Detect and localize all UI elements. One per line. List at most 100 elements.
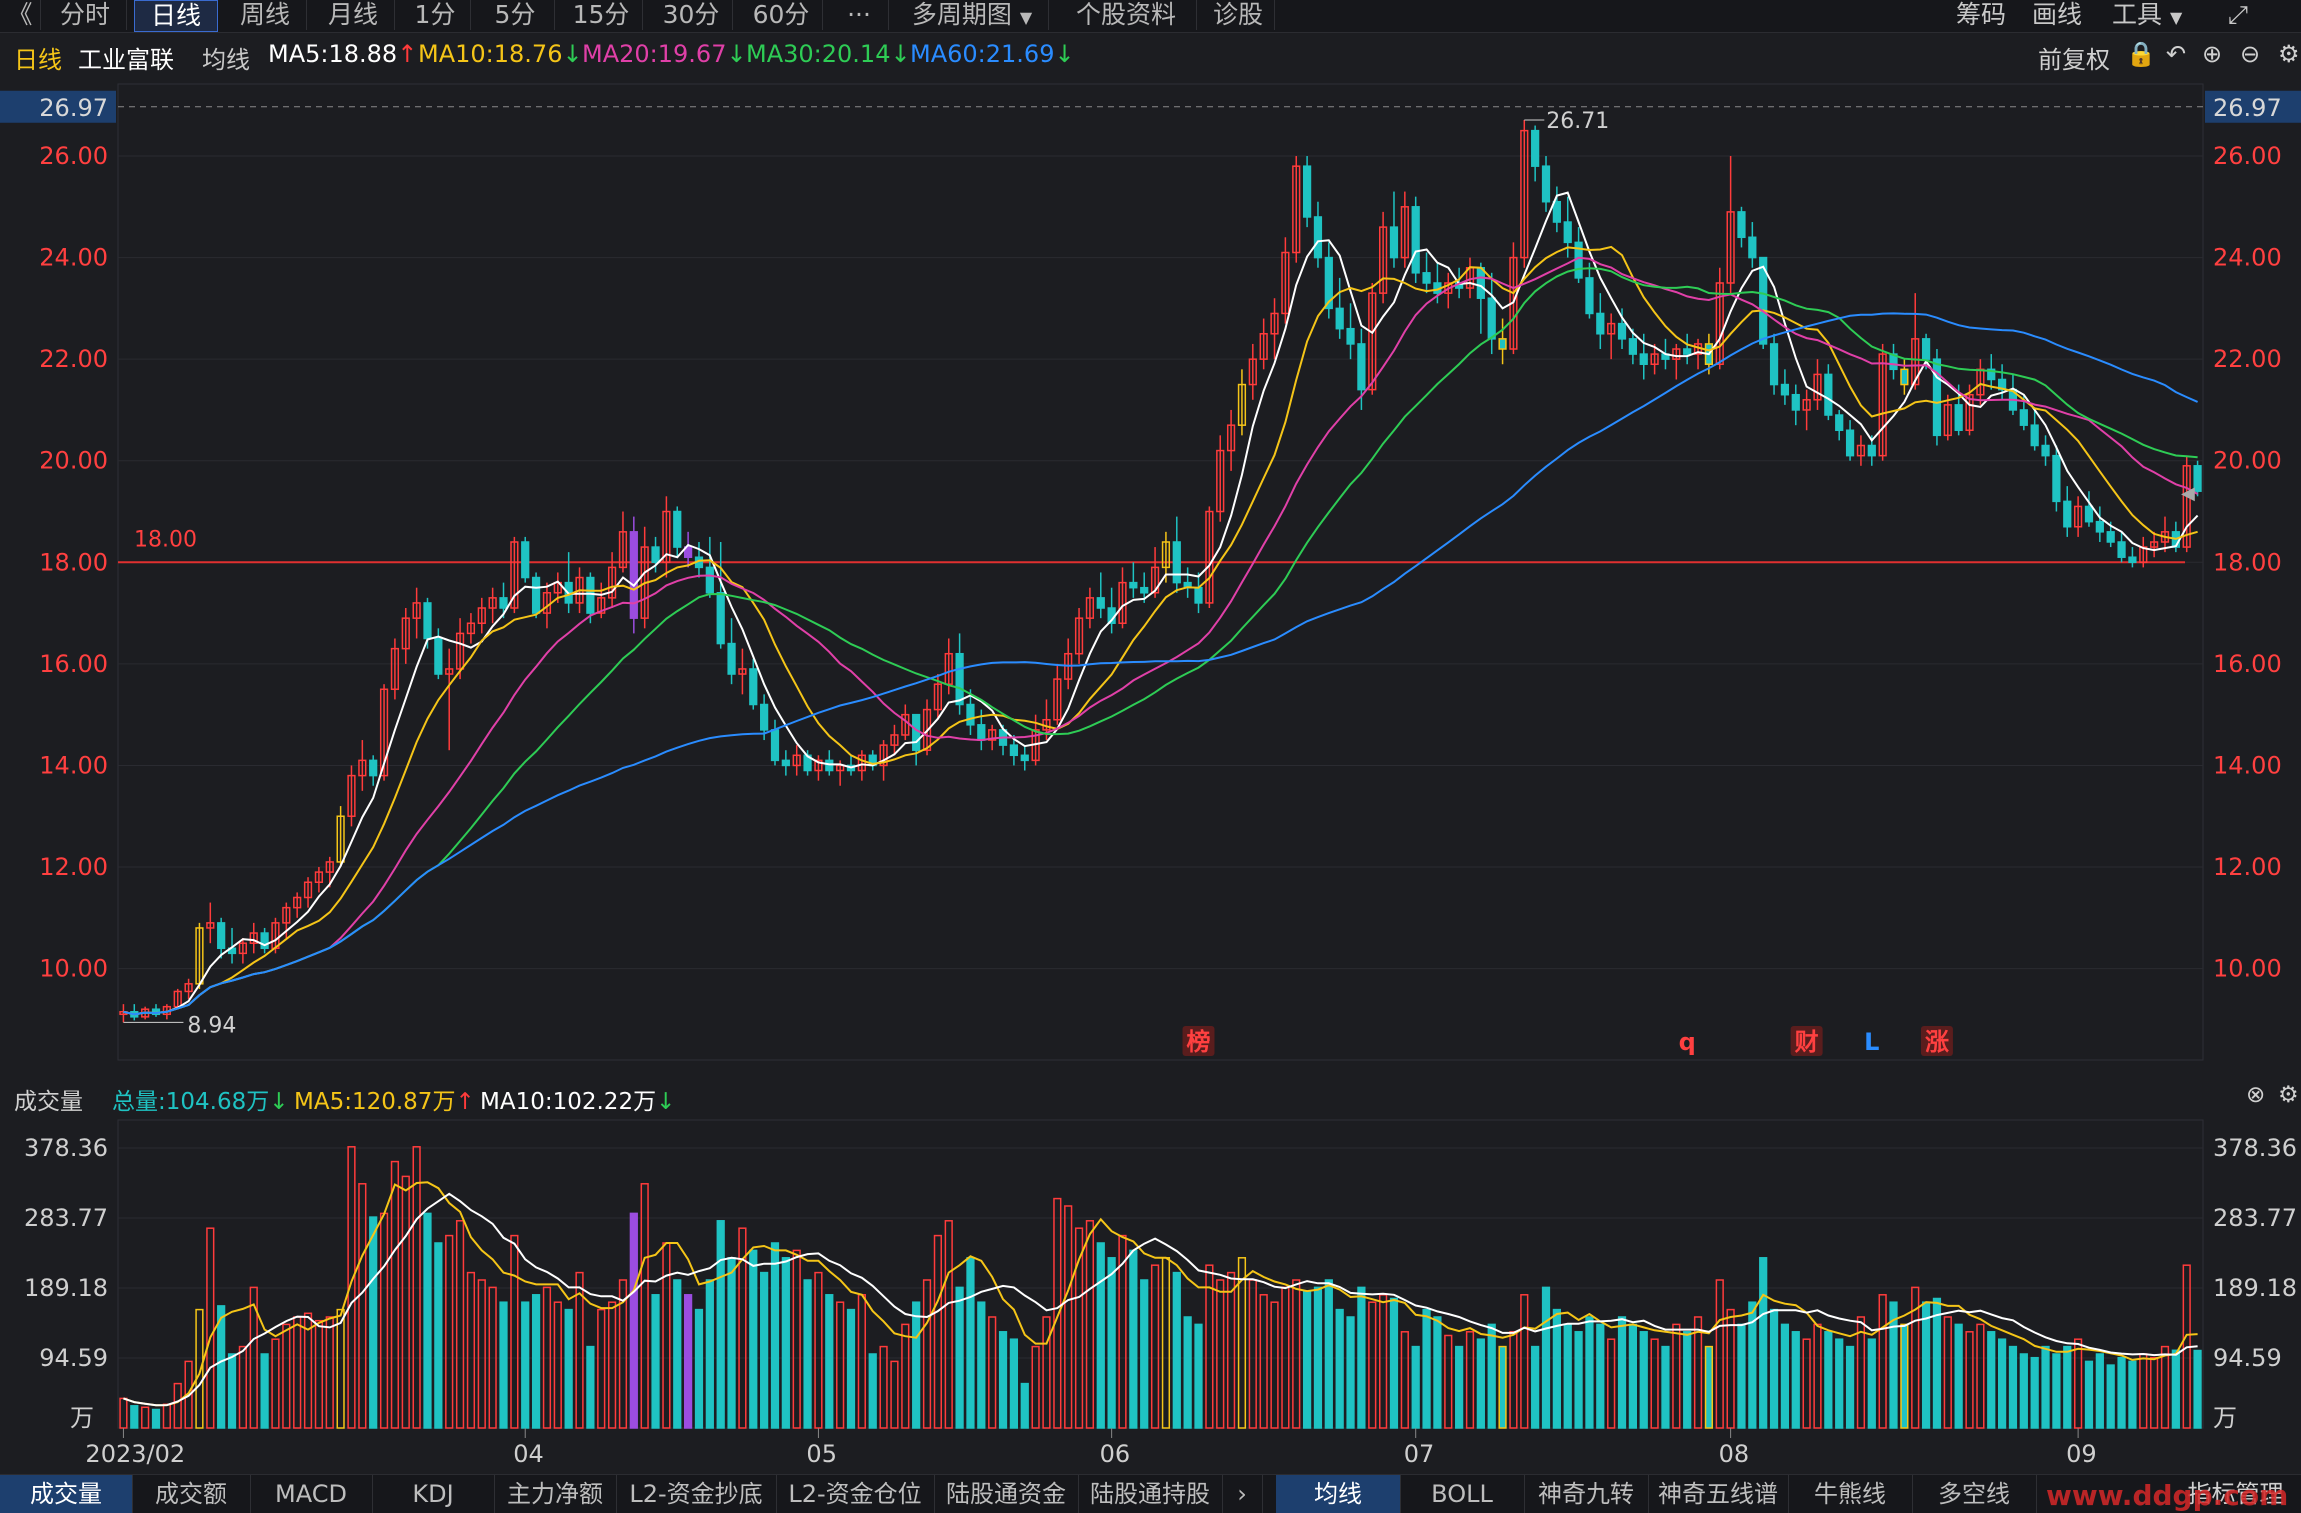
fullscreen-icon[interactable]: ⤢ — [2228, 0, 2249, 29]
gear-icon[interactable]: ⚙ — [2278, 40, 2300, 68]
volume-bar — [1769, 1308, 1779, 1429]
tab-main-net[interactable]: 主力净额 — [494, 1475, 617, 1513]
zoom-in-icon[interactable]: ⊕ — [2202, 40, 2223, 68]
candle-body — [1856, 444, 1866, 457]
tab-hk-flow[interactable]: 陆股通资金 — [934, 1475, 1079, 1513]
candle-body — [1085, 597, 1095, 619]
adjust-mode-button[interactable]: 前复权 — [2038, 46, 2110, 74]
chips-button[interactable]: 筹码 — [1956, 0, 2007, 29]
candle-body — [336, 815, 345, 863]
volume-bar — [1009, 1338, 1019, 1429]
tab-macd[interactable]: MACD — [250, 1475, 373, 1513]
tab-kdj[interactable]: KDJ — [372, 1475, 495, 1513]
volume-bar — [162, 1403, 171, 1429]
tab-ma[interactable]: 均线 — [1276, 1475, 1401, 1513]
volume-bar — [836, 1301, 845, 1429]
volume-bar — [1900, 1323, 1909, 1429]
volume-bar — [1748, 1301, 1757, 1429]
undo-icon[interactable]: ↶ — [2166, 40, 2187, 68]
lock-icon[interactable]: 🔒 — [2126, 40, 2156, 68]
candle-body — [184, 983, 193, 993]
tools-button[interactable]: 工具 ▼ — [2112, 0, 2182, 30]
candle-body — [1867, 444, 1876, 457]
tab-1min[interactable]: 1分 — [400, 0, 471, 30]
volume-bar — [977, 1301, 986, 1429]
volume-bar — [1389, 1297, 1399, 1429]
tab-5min[interactable]: 5分 — [476, 0, 555, 30]
tab-hk-hold[interactable]: 陆股通持股 — [1078, 1475, 1223, 1513]
volume-bar — [1574, 1331, 1583, 1429]
zoom-out-icon[interactable]: ⊖ — [2240, 40, 2261, 68]
tab-nine-turn[interactable]: 神奇九转 — [1524, 1475, 1649, 1513]
volume-bar — [1368, 1301, 1377, 1429]
candle-body — [814, 759, 823, 772]
ma30-line — [123, 267, 2198, 1016]
candle-body — [390, 647, 400, 691]
more-periods-button[interactable]: ··· — [830, 0, 889, 30]
volume-bar — [1129, 1249, 1138, 1429]
ma-label[interactable]: 均线 — [202, 46, 250, 74]
tab-volume[interactable]: 成交量 — [0, 1475, 133, 1513]
tab-l2-position[interactable]: L2-资金仓位 — [776, 1475, 935, 1513]
tab-30min[interactable]: 30分 — [650, 0, 733, 30]
candle-body — [1965, 393, 1974, 432]
volume-bar — [488, 1286, 497, 1429]
tab-l2-bottom[interactable]: L2-资金抄底 — [616, 1475, 777, 1513]
candle-body — [1237, 383, 1247, 426]
candle-body — [401, 617, 410, 650]
candle-body — [575, 576, 584, 604]
volume-total-text: 总量:104.68万 — [112, 1089, 270, 1115]
tab-60min[interactable]: 60分 — [740, 0, 823, 30]
tab-five-line[interactable]: 神奇五线谱 — [1648, 1475, 1789, 1513]
candle-body — [1248, 358, 1257, 386]
candle-body — [293, 896, 302, 909]
back-button[interactable]: 《 — [0, 0, 41, 30]
volume-bar — [1270, 1301, 1279, 1429]
close-icon[interactable]: ⊗ — [2246, 1082, 2266, 1108]
ma10-text: MA10:18.76 — [418, 40, 563, 68]
tab-monthly[interactable]: 月线 — [312, 0, 395, 30]
candle-body — [249, 932, 258, 944]
tab-boll[interactable]: BOLL — [1400, 1475, 1525, 1513]
candle-body — [1400, 206, 1409, 259]
candle-body — [1107, 607, 1116, 624]
candle-body — [445, 668, 454, 675]
tab-15min[interactable]: 15分 — [560, 0, 643, 30]
candle-body — [2193, 465, 2202, 492]
tab-fenshi[interactable]: 分时 — [44, 0, 127, 30]
diagnose-button[interactable]: 诊股 — [1202, 0, 1275, 30]
stock-profile-button[interactable]: 个股资料 — [1056, 0, 1197, 30]
candle-body — [1129, 581, 1138, 589]
volume-label: 成交量 — [14, 1089, 83, 1115]
top-price-right: 26.97 — [2213, 94, 2282, 122]
candle-body — [1932, 358, 1942, 437]
indicator-manage-button[interactable]: 指标管理 — [2170, 1475, 2301, 1513]
volume-unit-left: 万 — [70, 1404, 94, 1432]
volume-bar — [466, 1271, 476, 1429]
gear-icon[interactable]: ⚙ — [2278, 1082, 2299, 1108]
candle-body — [825, 759, 834, 772]
draw-button[interactable]: 画线 — [2032, 0, 2083, 29]
candle-body — [781, 759, 790, 767]
candle-body — [1389, 226, 1399, 259]
tab-weekly[interactable]: 周线 — [224, 0, 307, 30]
tab-bull-bear[interactable]: 牛熊线 — [1788, 1475, 1913, 1513]
candle-body — [412, 602, 421, 619]
volume-bar — [1335, 1308, 1344, 1429]
tab-amount[interactable]: 成交额 — [132, 1475, 251, 1513]
tab-daily[interactable]: 日线 — [134, 0, 218, 32]
candle-body — [651, 546, 660, 564]
volume-bar — [1607, 1338, 1616, 1429]
volume-ma10: MA10:102.22万↓ — [480, 1082, 675, 1116]
candle-body — [1379, 226, 1388, 294]
tools-label: 工具 — [2112, 0, 2163, 29]
volume-bar — [1520, 1294, 1529, 1429]
multi-period-dropdown[interactable]: 多周期图 ▼ — [896, 0, 1049, 30]
chevron-right-icon[interactable]: › — [1222, 1475, 1263, 1513]
tab-long-short[interactable]: 多空线 — [1912, 1475, 2037, 1513]
volume-bar — [1357, 1286, 1366, 1429]
candle-body — [1639, 353, 1648, 365]
volume-bar — [390, 1160, 400, 1429]
candle-body — [1563, 221, 1572, 244]
